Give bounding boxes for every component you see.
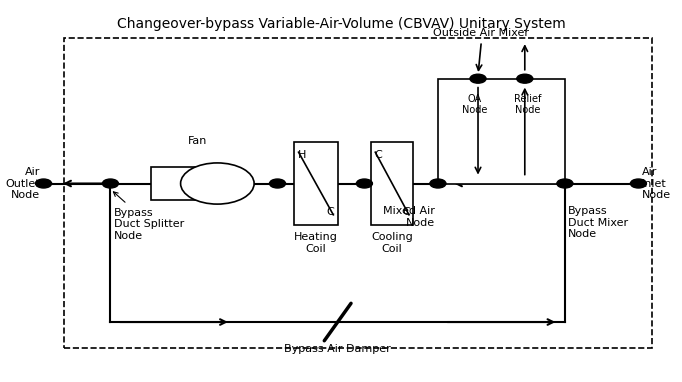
Text: Mixed Air
Node: Mixed Air Node <box>383 206 434 228</box>
Circle shape <box>102 179 119 188</box>
Circle shape <box>181 163 254 204</box>
Bar <box>371 142 413 225</box>
Circle shape <box>517 74 533 83</box>
Bar <box>438 79 565 183</box>
Text: Bypass Air Damper: Bypass Air Damper <box>284 345 391 354</box>
Text: OA
Node: OA Node <box>462 94 488 115</box>
Text: Outside Air Mixer: Outside Air Mixer <box>433 28 529 37</box>
Circle shape <box>630 179 647 188</box>
Text: Air
Inlet
Node: Air Inlet Node <box>642 167 671 200</box>
Text: C: C <box>327 207 334 217</box>
Circle shape <box>557 179 573 188</box>
Circle shape <box>470 74 486 83</box>
Text: C: C <box>374 150 382 160</box>
Circle shape <box>430 179 446 188</box>
Text: Relief
Node: Relief Node <box>514 94 542 115</box>
Text: Changeover-bypass Variable-Air-Volume (CBVAV) Unitary System: Changeover-bypass Variable-Air-Volume (C… <box>117 17 565 31</box>
Text: Fan: Fan <box>188 136 207 146</box>
Circle shape <box>357 179 372 188</box>
Circle shape <box>35 179 52 188</box>
Bar <box>151 167 197 200</box>
Bar <box>294 142 338 225</box>
Text: Heating
Coil: Heating Coil <box>294 232 338 254</box>
Text: Bypass
Duct Mixer
Node: Bypass Duct Mixer Node <box>568 206 628 239</box>
Text: Cooling
Coil: Cooling Coil <box>371 232 413 254</box>
Circle shape <box>269 179 286 188</box>
Text: Bypass
Duct Splitter
Node: Bypass Duct Splitter Node <box>114 208 184 241</box>
Text: Air
Outlet
Node: Air Outlet Node <box>5 167 40 200</box>
Bar <box>63 37 652 348</box>
Text: C: C <box>402 207 410 217</box>
Text: H: H <box>297 150 306 160</box>
